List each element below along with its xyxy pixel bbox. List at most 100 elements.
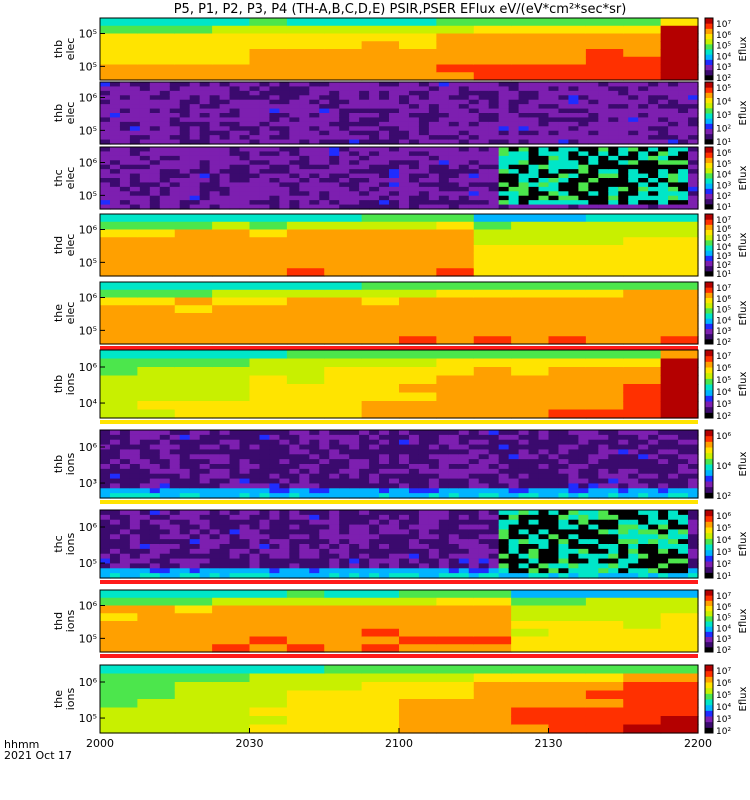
heatmap-cell	[109, 493, 121, 499]
heatmap-cell	[286, 597, 325, 607]
heatmap-cell	[473, 673, 512, 683]
heatmap-cell	[324, 358, 363, 368]
heatmap-cell	[558, 439, 570, 446]
heatmap-cell	[279, 117, 290, 123]
heatmap-cell	[588, 459, 599, 465]
heatmap-cell	[339, 483, 350, 489]
heatmap-cell	[418, 147, 430, 153]
heatmap-cell	[511, 716, 550, 726]
heatmap-cell	[511, 350, 550, 360]
heatmap-cell	[418, 130, 430, 136]
heatmap-cell	[608, 529, 619, 535]
heatmap-cell	[239, 82, 251, 88]
heatmap-cell	[169, 147, 181, 153]
heatmap-cell	[279, 464, 290, 470]
heatmap-cell	[119, 82, 131, 88]
heatmap-cell	[498, 135, 510, 141]
heatmap-cell	[369, 191, 380, 197]
heatmap-cell	[209, 568, 221, 574]
heatmap-cell	[179, 473, 191, 480]
heatmap-cell	[399, 464, 410, 470]
heatmap-cell	[286, 313, 325, 322]
heatmap-cell	[448, 139, 460, 145]
heatmap-cell	[678, 160, 689, 166]
heatmap-cell	[179, 444, 191, 451]
heatmap-cell	[119, 135, 131, 141]
colorbar-segment	[705, 727, 713, 734]
heatmap-cell	[418, 86, 430, 92]
heatmap-cell	[379, 488, 390, 494]
heatmap-cell	[137, 605, 176, 614]
heatmap-cell	[359, 164, 370, 170]
heatmap-cell	[189, 478, 201, 485]
heatmap-cell	[339, 195, 350, 201]
heatmap-cell	[369, 147, 380, 153]
heatmap-cell	[379, 99, 390, 105]
heatmap-cell	[361, 25, 400, 35]
heatmap-cell	[598, 164, 609, 170]
heatmap-cell	[212, 237, 251, 246]
heatmap-cell	[468, 553, 480, 560]
heatmap-cell	[379, 524, 390, 531]
heatmap-cell	[174, 644, 213, 653]
heatmap-cell	[139, 86, 151, 92]
heatmap-cell	[329, 169, 340, 175]
heatmap-cell	[159, 444, 171, 451]
heatmap-cell	[324, 621, 363, 630]
heatmap-cell	[578, 534, 589, 540]
heatmap-cell	[329, 563, 340, 569]
heatmap-cell	[199, 483, 211, 489]
heatmap-cell	[129, 449, 141, 455]
heatmap-cell	[548, 49, 587, 58]
heatmap-cell	[229, 82, 241, 88]
heatmap-cell	[279, 444, 290, 451]
heatmap-cell	[339, 182, 350, 188]
heatmap-cell	[189, 573, 201, 579]
heatmap-cell	[259, 135, 271, 141]
heatmap-cell	[279, 548, 290, 555]
heatmap-cell	[324, 41, 363, 50]
heatmap-cell	[309, 468, 320, 475]
heatmap-cell	[558, 99, 570, 105]
heatmap-cell	[498, 204, 510, 210]
heatmap-cell	[399, 568, 410, 574]
heatmap-cell	[436, 367, 475, 377]
heatmap-cell	[209, 519, 221, 526]
heatmap-cell	[212, 597, 251, 607]
colorbar-segment	[705, 626, 713, 632]
heatmap-cell	[498, 139, 510, 145]
heatmap-cell	[100, 690, 138, 700]
heatmap-cell	[249, 464, 261, 470]
heatmap-cell	[219, 160, 231, 166]
heatmap-cell	[149, 147, 161, 153]
heatmap-cell	[389, 534, 400, 540]
heatmap-cell	[628, 95, 639, 101]
heatmap-cell	[658, 82, 669, 88]
heatmap-cell	[488, 126, 500, 132]
heatmap-cell	[289, 534, 300, 540]
heatmap-cell	[468, 90, 480, 96]
heatmap-cell	[688, 121, 699, 127]
heatmap-cell	[428, 483, 440, 489]
heatmap-cell	[229, 151, 241, 157]
heatmap-cell	[438, 514, 450, 521]
heatmap-cell	[109, 529, 121, 535]
heatmap-cell	[623, 350, 662, 360]
heatmap-cell	[428, 514, 440, 521]
heatmap-cell	[436, 49, 475, 58]
heatmap-cell	[129, 563, 141, 569]
heatmap-cell	[100, 665, 138, 675]
heatmap-cell	[608, 493, 619, 499]
heatmap-cell	[508, 164, 520, 170]
heatmap-cell	[668, 478, 679, 485]
heatmap-cell	[100, 439, 111, 446]
heatmap-cell	[159, 468, 171, 475]
heatmap-cell	[159, 126, 171, 132]
heatmap-cell	[189, 558, 201, 565]
heatmap-cell	[369, 139, 380, 145]
heatmap-cell	[379, 514, 390, 521]
heatmap-cell	[548, 117, 560, 123]
heatmap-cell	[508, 478, 520, 485]
heatmap-cell	[458, 573, 470, 579]
